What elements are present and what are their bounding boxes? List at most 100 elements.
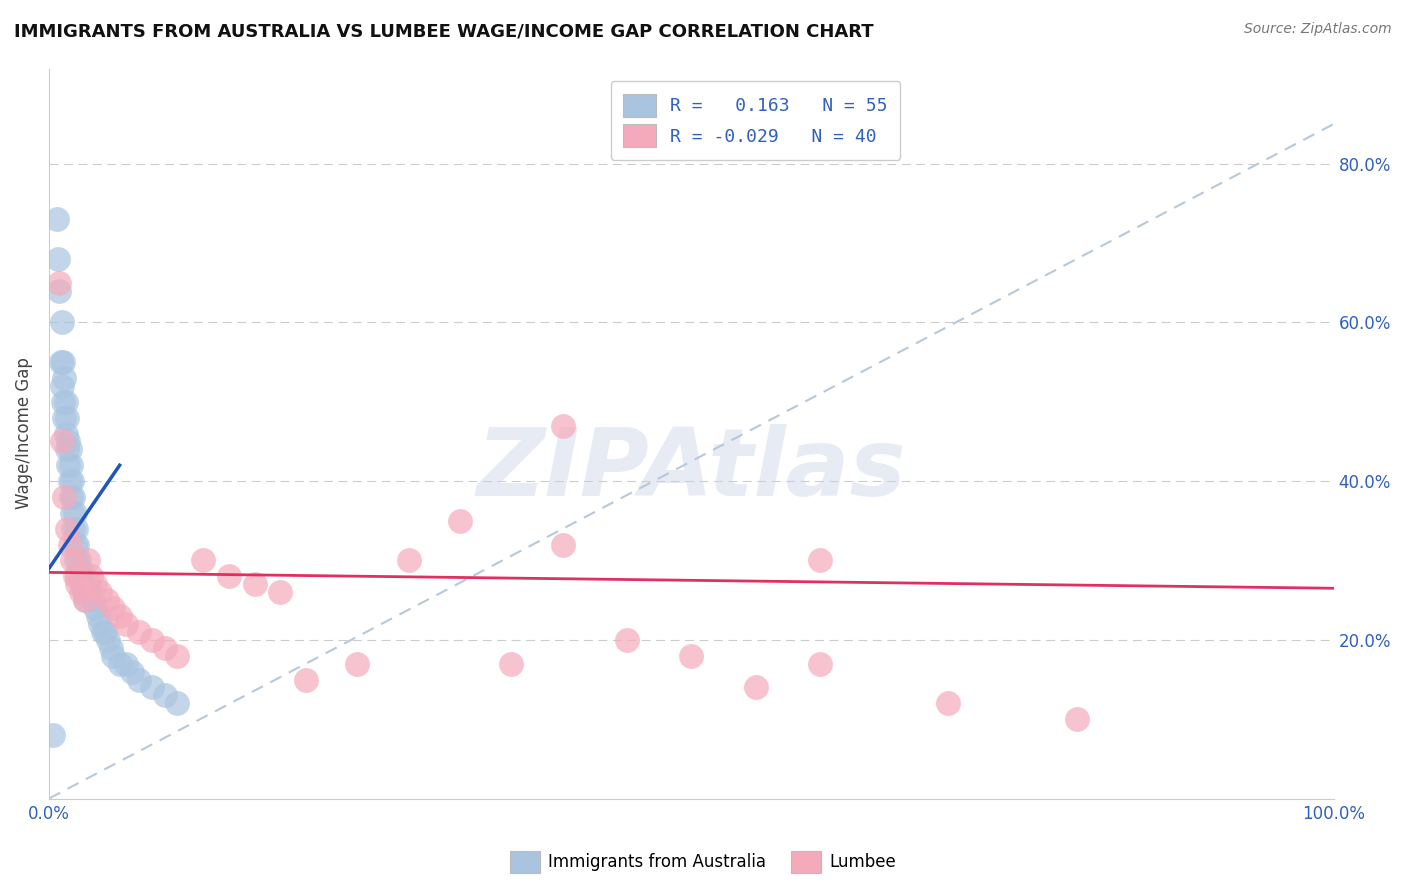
Point (48, 276, 70, 290)
Point (73, 585, 96, 599)
Point (115, 617, 138, 632)
Point (108, 657, 131, 671)
Point (52, 394, 75, 409)
Point (69, 561, 91, 575)
Point (42, 728, 65, 742)
Point (84, 601, 107, 615)
Point (66, 569, 89, 583)
Point (128, 624, 150, 639)
Point (53, 371, 76, 385)
Point (269, 585, 291, 599)
Point (58, 474, 80, 488)
Point (103, 601, 125, 615)
Point (63, 538, 86, 552)
Point (398, 553, 420, 567)
Point (89, 617, 111, 632)
Point (66, 538, 89, 552)
Point (87, 609, 110, 624)
Point (501, 657, 523, 671)
Point (449, 514, 471, 528)
Point (56, 442, 79, 457)
Point (53, 410, 76, 425)
Point (63, 506, 86, 520)
Point (73, 593, 96, 607)
Y-axis label: Wage/Income Gap: Wage/Income Gap (15, 358, 32, 509)
Point (55, 394, 77, 409)
Point (141, 681, 163, 695)
Point (153, 640, 176, 655)
Point (51, 379, 73, 393)
Point (89, 585, 111, 599)
Point (166, 648, 188, 663)
Point (51, 434, 73, 449)
Point (346, 657, 368, 671)
Text: ZIPAtlas: ZIPAtlas (477, 424, 907, 516)
Point (65, 522, 87, 536)
Point (58, 458, 80, 473)
Point (96, 593, 118, 607)
Point (62, 522, 84, 536)
Point (551, 538, 574, 552)
Point (58, 442, 80, 457)
Point (108, 609, 131, 624)
Text: IMMIGRANTS FROM AUSTRALIA VS LUMBEE WAGE/INCOME GAP CORRELATION CHART: IMMIGRANTS FROM AUSTRALIA VS LUMBEE WAGE… (14, 22, 873, 40)
Point (100, 640, 122, 655)
Point (48, 284, 70, 298)
Point (94, 624, 117, 639)
Point (808, 657, 831, 671)
Point (121, 665, 143, 679)
Point (45, 212, 67, 227)
Point (70, 569, 93, 583)
Point (65, 553, 87, 567)
Point (91, 624, 114, 639)
Point (808, 553, 831, 567)
Point (58, 434, 80, 449)
Point (551, 418, 574, 433)
Point (76, 553, 98, 567)
Point (82, 593, 104, 607)
Point (58, 538, 80, 552)
Point (103, 648, 125, 663)
Point (72, 577, 94, 591)
Point (744, 681, 766, 695)
Point (616, 632, 638, 647)
Point (166, 696, 188, 710)
Point (60, 506, 83, 520)
Point (1066, 712, 1088, 726)
Point (191, 553, 214, 567)
Point (52, 355, 75, 369)
Point (80, 569, 103, 583)
Point (46, 252, 69, 266)
Point (218, 569, 240, 583)
Point (51, 315, 73, 329)
Point (55, 426, 77, 441)
Point (141, 632, 163, 647)
Point (79, 585, 101, 599)
Point (70, 585, 93, 599)
Point (49, 355, 72, 369)
Point (53, 490, 76, 504)
Point (97, 632, 120, 647)
Legend: Immigrants from Australia, Lumbee: Immigrants from Australia, Lumbee (503, 845, 903, 880)
Point (73, 593, 96, 607)
Point (76, 577, 98, 591)
Point (66, 577, 89, 591)
Point (243, 577, 266, 591)
Point (936, 696, 959, 710)
Point (60, 474, 83, 488)
Point (56, 522, 79, 536)
Point (56, 410, 79, 425)
Point (84, 577, 107, 591)
Point (295, 673, 318, 687)
Point (681, 648, 703, 663)
Point (128, 673, 150, 687)
Point (62, 490, 84, 504)
Point (67, 553, 90, 567)
Point (59, 458, 82, 473)
Legend: R =   0.163   N = 55, R = -0.029   N = 40: R = 0.163 N = 55, R = -0.029 N = 40 (610, 81, 900, 160)
Text: Source: ZipAtlas.com: Source: ZipAtlas.com (1244, 22, 1392, 37)
Point (60, 553, 83, 567)
Point (115, 657, 138, 671)
Point (59, 490, 82, 504)
Point (63, 569, 86, 583)
